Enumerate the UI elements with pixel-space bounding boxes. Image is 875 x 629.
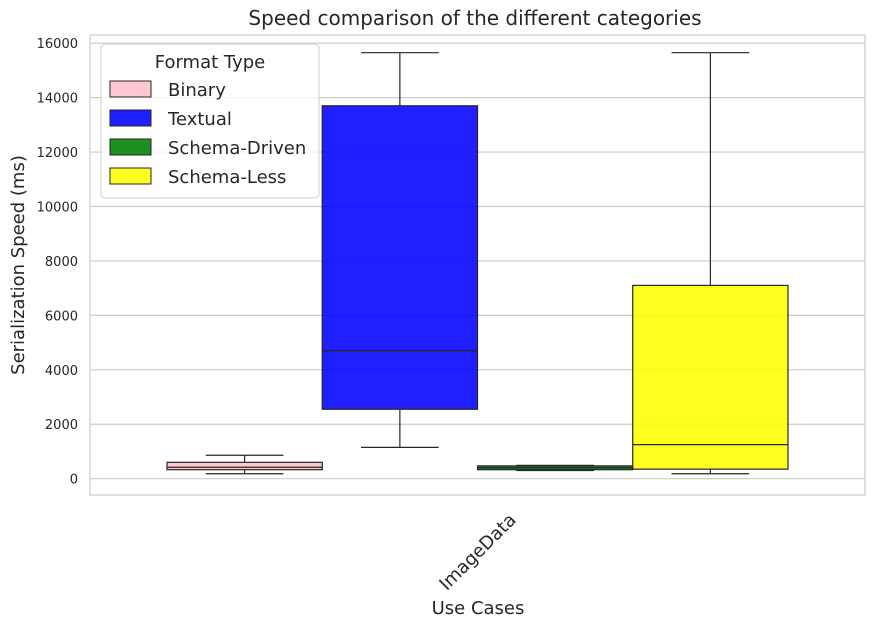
y-tick-label: 4000: [45, 364, 78, 379]
x-tick-label-imagedata: ImageData: [435, 510, 520, 595]
legend-label: Textual: [167, 109, 232, 130]
y-tick-label: 16000: [37, 37, 78, 52]
box-binary: [166, 454, 323, 475]
chart-title: Speed comparison of the different catego…: [248, 6, 701, 30]
legend-label: Schema-Driven: [168, 138, 306, 159]
y-axis-label: Serialization Speed (ms): [8, 155, 29, 375]
legend-entry-textual: Textual: [109, 109, 232, 130]
x-axis-label: Use Cases: [432, 598, 525, 619]
legend: Format Type Binary Textual Schema-Driven Sc…: [100, 43, 320, 199]
legend-entry-binary: Binary: [109, 80, 226, 101]
box-schema-driven: [476, 464, 634, 472]
y-tick-label: 10000: [37, 200, 78, 215]
legend-entry-schema-driven: Schema-Driven: [109, 138, 306, 159]
legend-label: Schema-Less: [168, 167, 286, 188]
y-tick-label: 8000: [45, 255, 78, 270]
legend-swatch: [109, 167, 152, 185]
y-tick-label: 12000: [37, 146, 78, 161]
iqr-box: [166, 461, 323, 471]
plot-area-frame: [89, 34, 866, 496]
iqr-box: [321, 105, 479, 410]
box-textual: [321, 52, 479, 448]
legend-swatch: [109, 109, 152, 127]
legend-entry-schema-less: Schema-Less: [109, 167, 286, 188]
iqr-box: [632, 284, 789, 470]
y-tick-label: 0: [70, 473, 78, 488]
y-tick-label: 2000: [45, 418, 78, 433]
legend-frame: [100, 43, 320, 199]
legend-label: Binary: [168, 80, 226, 101]
legend-title: Format Type: [155, 52, 266, 73]
box-schema-less: [632, 52, 789, 475]
legend-swatch: [109, 80, 152, 98]
legend-swatch: [109, 138, 152, 156]
y-tick-label: 6000: [45, 309, 78, 324]
y-tick-label: 14000: [37, 92, 78, 107]
